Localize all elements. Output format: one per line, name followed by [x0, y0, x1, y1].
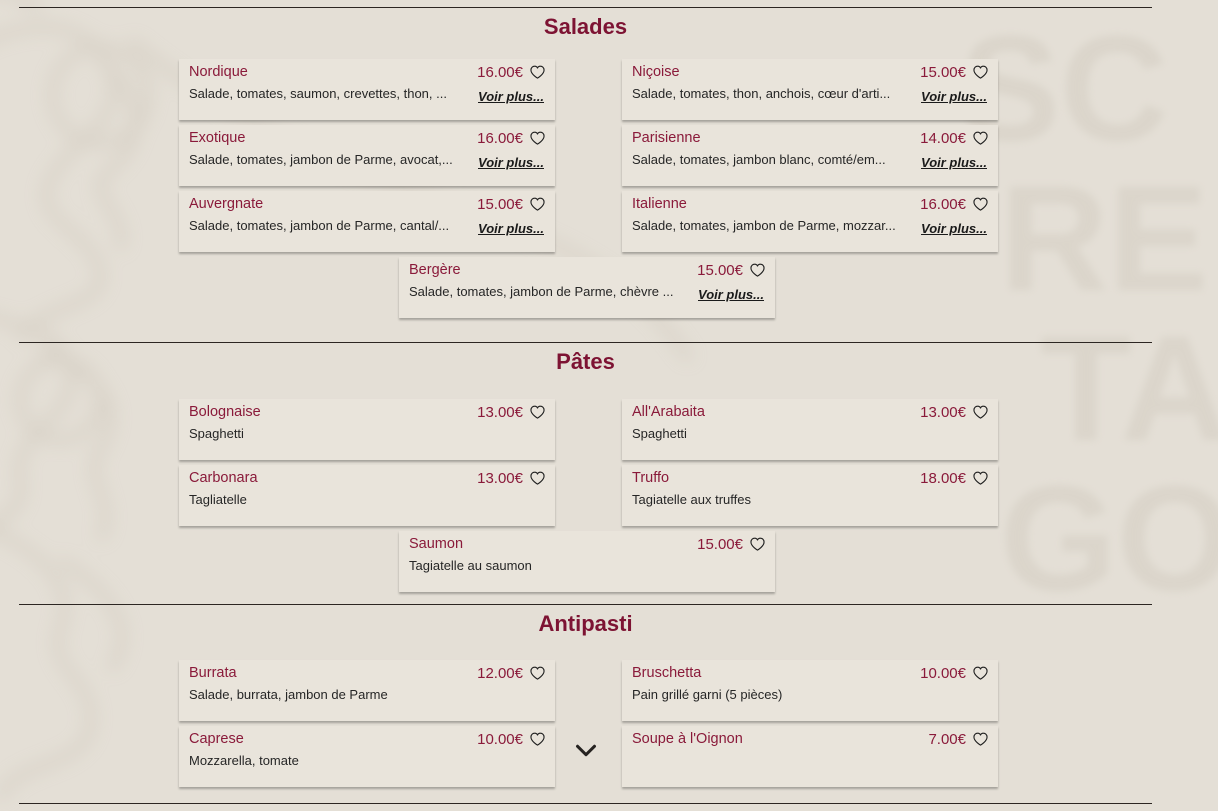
svg-text:GO: GO: [1000, 454, 1218, 622]
svg-text:RE: RE: [1000, 154, 1208, 322]
svg-text:TA: TA: [1040, 304, 1218, 472]
